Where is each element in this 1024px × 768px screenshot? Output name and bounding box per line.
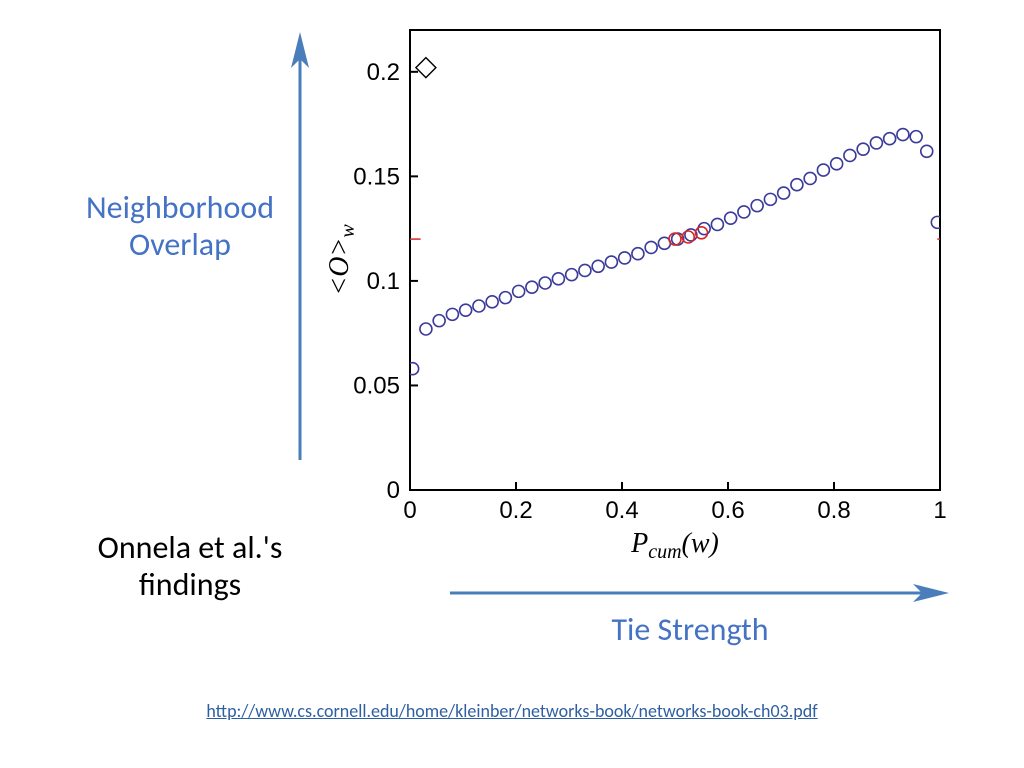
svg-text:0.6: 0.6 <box>711 497 744 524</box>
svg-text:1: 1 <box>933 497 946 524</box>
svg-text:0.05: 0.05 <box>353 372 400 399</box>
svg-text:0.4: 0.4 <box>605 497 638 524</box>
svg-text:0: 0 <box>387 477 400 504</box>
svg-text:<O>w: <O>w <box>324 224 359 296</box>
svg-text:0.8: 0.8 <box>817 497 850 524</box>
chart-container: 0 0.2 0.4 0.6 0.8 1 0 0.05 0.1 0.15 0.2 Pcum(w) <O>w <box>320 20 970 570</box>
svg-text:0: 0 <box>403 497 416 524</box>
tie-strength-label: Tie Strength <box>480 610 900 649</box>
findings-label: Onnela et al.'s findings <box>60 530 320 604</box>
scatter-chart: 0 0.2 0.4 0.6 0.8 1 0 0.05 0.1 0.15 0.2 Pcum(w) <O>w <box>320 20 970 570</box>
text: Tie Strength <box>611 610 768 649</box>
svg-text:0.2: 0.2 <box>499 497 532 524</box>
svg-text:0.1: 0.1 <box>367 268 400 295</box>
text: Neighborhood <box>86 188 274 227</box>
svg-text:0.15: 0.15 <box>353 163 400 190</box>
text: Overlap <box>129 225 231 264</box>
svg-text:0.2: 0.2 <box>367 59 400 86</box>
footer-link-container: http://www.cs.cornell.edu/home/kleinber/… <box>0 700 1024 722</box>
text: findings <box>139 565 241 604</box>
slide-root: Neighborhood Overlap Onnela et al.'s fin… <box>0 0 1024 768</box>
text: Onnela et al.'s <box>98 528 283 567</box>
neighborhood-overlap-label: Neighborhood Overlap <box>50 190 310 264</box>
source-link[interactable]: http://www.cs.cornell.edu/home/kleinber/… <box>206 700 817 722</box>
svg-text:Pcum(w): Pcum(w) <box>630 528 719 563</box>
